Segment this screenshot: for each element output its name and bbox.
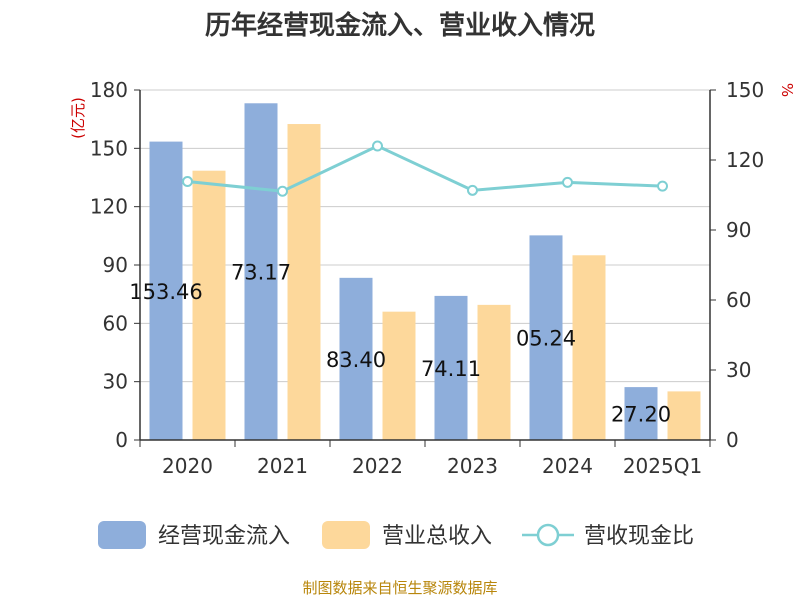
bar-cash-inflow — [244, 103, 278, 441]
legend-label: 营业总收入 — [382, 524, 492, 549]
data-labels: 153.46 73.17 83.40 74.11 05.24 27.20 — [129, 261, 671, 427]
bar-data-label: 74.11 — [421, 357, 481, 381]
right-tick-label: 30 — [726, 358, 751, 382]
bar-revenue — [382, 311, 416, 440]
legend-marker — [536, 523, 560, 547]
bar-revenue — [477, 304, 511, 440]
right-tick-label: 150 — [726, 78, 764, 102]
bar-cash-inflow — [434, 295, 468, 440]
x-tick-label: 2022 — [352, 454, 403, 478]
ratio-point — [657, 180, 668, 192]
left-tick-label: 120 — [90, 195, 128, 219]
x-tick-label: 2023 — [447, 454, 498, 478]
source-note: 制图数据来自恒生聚源数据库 — [302, 579, 497, 597]
ratio-point — [277, 185, 288, 197]
bar-cash-inflow — [339, 277, 373, 440]
left-tick-label: 150 — [90, 136, 128, 160]
ratio-point — [372, 140, 383, 152]
x-tick-label: 2021 — [257, 454, 308, 478]
bar-revenue — [667, 391, 701, 440]
bar-revenue — [287, 124, 321, 441]
x-tick-label: 2025Q1 — [623, 454, 702, 478]
legend-swatch — [322, 521, 370, 549]
right-tick-label: 60 — [726, 288, 751, 312]
left-tick-label: 30 — [103, 370, 128, 394]
ratio-line — [182, 140, 668, 197]
bar-cash-inflow — [149, 141, 183, 440]
bar-data-label: 73.17 — [231, 261, 291, 285]
ratio-point — [182, 175, 193, 187]
chart-title: 历年经营现金流入、营业收入情况 — [205, 10, 595, 41]
grid — [140, 89, 710, 383]
bar-cash-inflow — [529, 235, 563, 440]
ratio-line-path — [187, 144, 663, 193]
bar-data-label: 27.20 — [611, 403, 671, 427]
bar-data-label: 83.40 — [326, 348, 386, 372]
x-tick-label: 2024 — [542, 454, 593, 478]
legend: 经营现金流入 营业总收入 营收现金比 — [98, 521, 694, 549]
right-axis-unit: % — [778, 83, 796, 97]
ratio-point — [467, 184, 478, 196]
left-tick-label: 60 — [103, 311, 128, 335]
left-tick-label: 180 — [90, 78, 128, 102]
bar-data-label: 05.24 — [516, 327, 576, 351]
left-tick-label: 90 — [103, 253, 128, 277]
left-axis-unit: (亿元) — [69, 97, 87, 139]
bar-cash-inflow — [624, 387, 658, 440]
right-tick-label: 0 — [726, 428, 739, 452]
bars — [149, 103, 701, 441]
axes: 0 30 60 90 120 150 180 0 30 60 90 120 150 2020 2021 202… — [90, 78, 764, 478]
bar-data-label: 153.46 — [129, 280, 202, 304]
legend-swatch — [98, 521, 146, 549]
legend-label: 营收现金比 — [584, 524, 694, 549]
ratio-point — [562, 176, 573, 188]
right-tick-label: 90 — [726, 218, 751, 242]
legend-label: 经营现金流入 — [158, 524, 290, 549]
right-tick-label: 120 — [726, 148, 764, 172]
x-tick-label: 2020 — [162, 454, 213, 478]
bar-revenue — [192, 170, 226, 440]
left-tick-label: 0 — [115, 428, 128, 452]
bar-revenue — [572, 255, 606, 440]
